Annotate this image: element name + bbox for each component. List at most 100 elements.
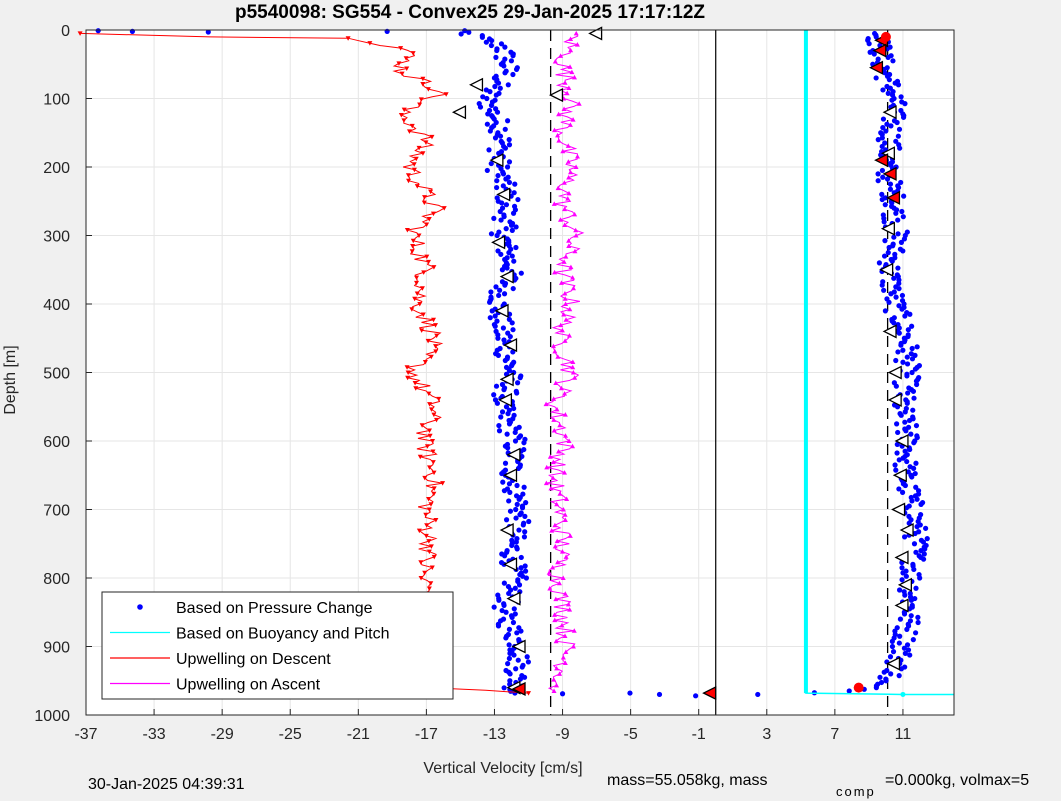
upwelling-point [409, 123, 415, 129]
pressure-point [906, 520, 912, 526]
upwelling-point [543, 401, 549, 407]
pressure-point [889, 638, 895, 644]
pressure-point [911, 395, 917, 401]
upwelling-point [426, 539, 432, 544]
pressure-point [483, 39, 489, 45]
upwelling-point [411, 167, 417, 173]
pressure-point [890, 58, 896, 64]
upwelling-point [431, 265, 437, 270]
upwelling-point [404, 66, 410, 72]
upwelling-point [401, 107, 407, 113]
pressure-point [521, 674, 528, 680]
x-tick-label: -21 [347, 726, 370, 743]
pressure-point [901, 645, 908, 651]
upwelling-point [566, 238, 572, 243]
upwelling-point [428, 354, 434, 360]
pressure-point [902, 409, 908, 415]
upwelling-point [572, 74, 578, 80]
pressure-point [522, 563, 528, 569]
pressure-point [881, 219, 887, 225]
upwelling-point [404, 365, 410, 370]
pressure-point [515, 465, 522, 471]
pressure-point [511, 652, 517, 658]
marker-triangle [882, 166, 897, 181]
marker-triangle [897, 577, 912, 592]
x-tick-label: -5 [624, 726, 638, 743]
pressure-point [504, 265, 510, 271]
pressure-point [488, 42, 494, 49]
pressure-point [520, 522, 526, 528]
y-tick-label: 100 [43, 92, 70, 109]
upwelling-point [426, 586, 432, 592]
pressure-point [511, 606, 517, 612]
pressure-point [510, 285, 516, 292]
upwelling-point [574, 153, 580, 159]
pressure-point [895, 265, 901, 271]
pressure-point [513, 66, 520, 72]
upwelling-point [558, 385, 564, 391]
pressure-point [494, 109, 501, 115]
pressure-point [492, 83, 498, 90]
pressure-point [893, 383, 899, 389]
pressure-point [496, 597, 502, 603]
pressure-point [498, 217, 504, 223]
upwelling-point [426, 549, 432, 555]
pressure-point [897, 145, 903, 151]
pressure-point [488, 102, 495, 108]
marker-triangle [506, 591, 521, 606]
pressure-point [879, 167, 886, 174]
pressure-point [894, 450, 900, 456]
pressure-point [904, 642, 911, 648]
upwelling-point [420, 312, 426, 318]
pressure-point [914, 344, 920, 350]
x-tick-label: -1 [692, 726, 706, 743]
pressure-point [488, 289, 494, 295]
pressure-point [896, 457, 902, 463]
upwelling-point [568, 47, 574, 53]
pressure-point [559, 691, 566, 697]
upwelling-point [412, 381, 418, 386]
upwelling-point [555, 354, 561, 359]
pressure-point [484, 95, 490, 102]
pressure-point [900, 347, 906, 353]
upwelling-point [550, 459, 556, 465]
pressure-point [518, 628, 524, 634]
pressure-point [508, 58, 515, 64]
upwelling-point [558, 53, 564, 58]
upwelling-point [560, 148, 566, 154]
marker-triangle [894, 550, 909, 565]
upwelling-point [556, 111, 562, 117]
upwelling-point [548, 485, 554, 491]
pressure-point [889, 643, 896, 650]
upwelling-point [420, 76, 426, 82]
upwelling-point [414, 280, 420, 286]
marker-triangle [503, 468, 518, 483]
legend-label: Based on Pressure Change [176, 600, 373, 617]
buoyancy-pitch-point [900, 691, 906, 697]
pressure-point [510, 71, 516, 78]
pressure-point [499, 409, 506, 415]
pressure-point [913, 549, 919, 555]
chart-title: p5540098: SG554 - Convex25 29-Jan-2025 1… [235, 2, 705, 23]
pressure-point [510, 349, 516, 355]
upwelling-point [418, 576, 424, 581]
upwelling-point [562, 633, 568, 638]
upwelling-point [430, 460, 436, 465]
pressure-point [497, 208, 503, 215]
upwelling-point [405, 370, 411, 375]
pressure-point [627, 690, 633, 696]
upwelling-point [550, 564, 556, 570]
upwelling-point [401, 118, 407, 123]
upwelling-point [421, 270, 427, 275]
pressure-point [882, 238, 888, 244]
footer-volmax: =0.000kg, volmax=5 [885, 772, 1029, 789]
pressure-point [499, 267, 506, 273]
pressure-point [503, 176, 509, 182]
reference-lines [549, 30, 889, 715]
upwelling-point [546, 570, 552, 575]
pressure-point [519, 505, 526, 511]
pressure-point [887, 186, 894, 192]
pressure-point [517, 375, 523, 381]
pressure-point [498, 251, 504, 257]
pressure-point [205, 29, 211, 35]
